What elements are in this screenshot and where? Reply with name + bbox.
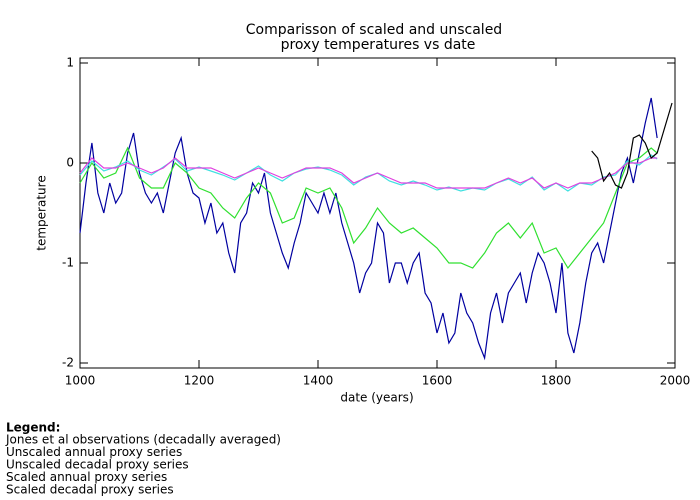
x-tick-label: 1600 <box>422 374 453 388</box>
y-tick-label: 0 <box>66 156 74 170</box>
x-tick-label: 1800 <box>541 374 572 388</box>
chart-title: Comparisson of scaled and unscaled <box>246 22 502 38</box>
plot-frame <box>79 57 676 369</box>
series-line <box>79 146 658 270</box>
legend-entry: Jones et al observations (decadally aver… <box>5 433 281 447</box>
y-tick-label: 1 <box>66 56 74 70</box>
series-line <box>79 157 658 189</box>
series-line <box>79 97 658 361</box>
legend-entry: Scaled decadal proxy series <box>6 483 174 497</box>
x-tick-label: 1200 <box>184 374 215 388</box>
series-line <box>79 154 658 192</box>
x-tick-label: 2000 <box>660 374 691 388</box>
series-line <box>591 102 673 189</box>
x-tick-label: 1000 <box>65 374 96 388</box>
y-tick-label: -2 <box>62 356 74 370</box>
legend-title: Legend: <box>6 421 60 435</box>
x-axis-label: date (years) <box>340 391 413 405</box>
y-tick-label: -1 <box>62 256 74 270</box>
chart-title: proxy temperatures vs date <box>281 37 476 53</box>
x-tick-label: 1400 <box>303 374 334 388</box>
legend-entry: Scaled annual proxy series <box>6 470 167 484</box>
legend-entry: Unscaled annual proxy series <box>6 445 182 459</box>
y-axis-label: temperature <box>35 175 49 250</box>
legend-entry: Unscaled decadal proxy series <box>6 458 189 472</box>
